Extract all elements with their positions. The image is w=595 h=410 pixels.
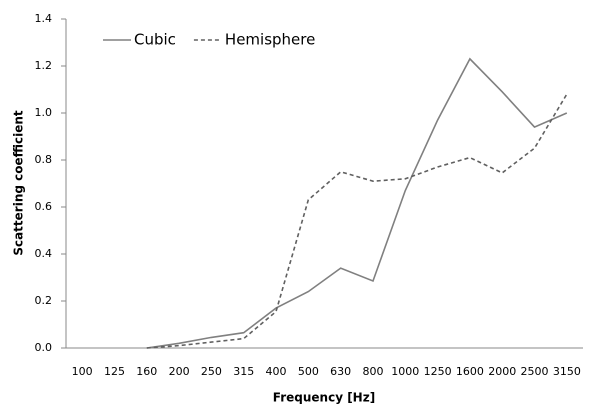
x-tick-label: 800 [362,365,383,378]
y-tick-label: 1.4 [35,12,53,25]
x-tick-label: 1600 [456,365,484,378]
y-tick-label: 1.0 [35,106,53,119]
legend-label: Cubic [134,31,176,49]
x-tick-label: 200 [169,365,190,378]
x-tick-label: 500 [298,365,319,378]
x-tick-label: 2000 [488,365,516,378]
y-axis-title: Scattering coefficient [12,110,26,256]
y-tick-label: 1.2 [35,59,53,72]
x-tick-label: 400 [266,365,287,378]
series-line [146,57,568,349]
x-tick-label: 1000 [391,365,419,378]
x-tick-label: 250 [201,365,222,378]
x-tick-label: 1250 [424,365,452,378]
y-tick-label: 0.4 [35,247,53,260]
legend-label: Hemisphere [225,31,315,49]
series-line [146,93,568,349]
x-tick-label: 3150 [553,365,581,378]
x-tick-label: 2500 [521,365,549,378]
x-tick-label: 100 [72,365,93,378]
y-tick-label: 0.2 [35,294,53,307]
y-tick-label: 0.6 [35,200,53,213]
x-tick-label: 160 [136,365,157,378]
y-tick-label: 0.0 [35,341,53,354]
y-tick-label: 0.8 [35,153,53,166]
x-tick-label: 125 [104,365,125,378]
x-tick-label: 630 [330,365,351,378]
x-axis-title: Frequency [Hz] [273,391,375,405]
x-tick-label: 315 [233,365,254,378]
